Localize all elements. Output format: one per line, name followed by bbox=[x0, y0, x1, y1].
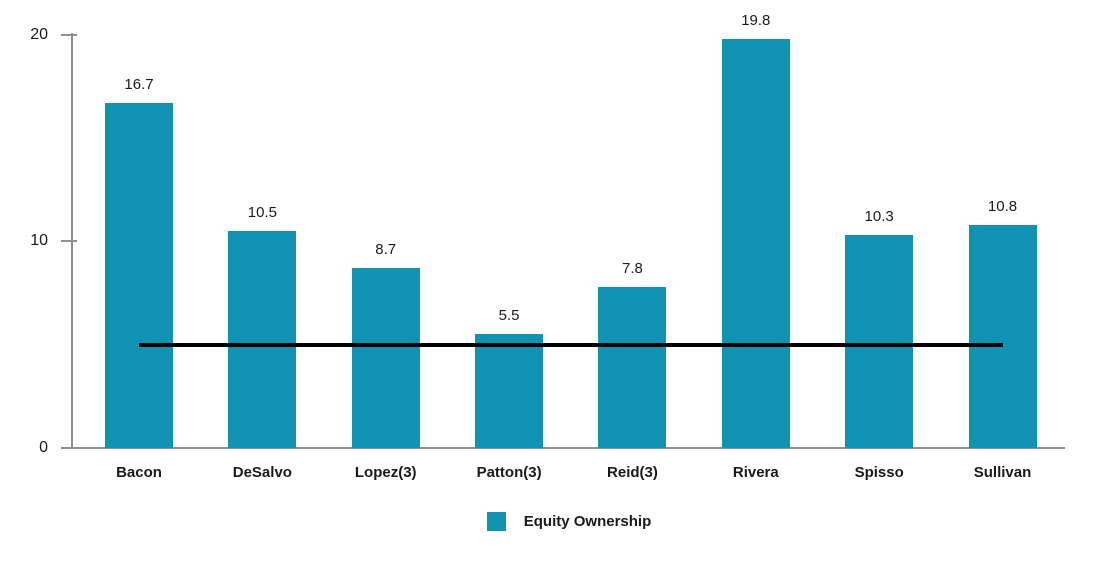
bar-Bacon bbox=[105, 102, 173, 448]
category-label-Sullivan: Sullivan bbox=[973, 464, 1032, 481]
bar-value-label-Bacon: 16.7 bbox=[124, 75, 154, 93]
bar-value-label-Rivera: 19.8 bbox=[741, 11, 771, 29]
bar-value-label-Lopez(3): 8.7 bbox=[375, 241, 397, 259]
bar-DeSalvo bbox=[228, 230, 297, 448]
category-label-DeSalvo: DeSalvo bbox=[232, 464, 292, 481]
category-label-Spisso: Spisso bbox=[854, 464, 904, 481]
bar-Spisso bbox=[845, 235, 914, 448]
y-tick-label-20: 20 bbox=[30, 25, 48, 43]
bar-Patton(3) bbox=[475, 334, 544, 448]
category-label-Rivera: Rivera bbox=[732, 464, 779, 481]
reference-line bbox=[139, 342, 1003, 347]
bar-value-label-Patton(3): 5.5 bbox=[498, 307, 520, 325]
bar-Lopez(3) bbox=[351, 268, 420, 448]
y-tick-mark-20 bbox=[61, 33, 77, 36]
category-label-Patton(3): Patton(3) bbox=[476, 464, 542, 481]
bar-value-label-Reid(3): 7.8 bbox=[622, 259, 643, 277]
category-label-Bacon: Bacon bbox=[116, 464, 162, 481]
legend: Equity Ownership bbox=[73, 512, 1065, 531]
bar-Reid(3) bbox=[598, 286, 667, 448]
bar-Sullivan bbox=[968, 224, 1037, 448]
y-tick-label-0: 0 bbox=[39, 439, 48, 456]
y-tick-mark-10 bbox=[61, 240, 77, 243]
x-axis-line bbox=[61, 447, 1065, 449]
category-label-Reid(3): Reid(3) bbox=[607, 464, 658, 481]
bar-Rivera bbox=[721, 38, 790, 448]
bar-value-label-DeSalvo: 10.5 bbox=[247, 203, 277, 221]
bar-value-label-Sullivan: 10.8 bbox=[987, 197, 1018, 215]
category-label-Lopez(3): Lopez(3) bbox=[354, 464, 417, 481]
y-tick-label-10: 10 bbox=[30, 232, 48, 250]
legend-swatch-equity-ownership bbox=[486, 512, 506, 531]
bar-value-label-Spisso: 10.3 bbox=[864, 208, 894, 226]
legend-label: Equity Ownership bbox=[523, 513, 652, 530]
